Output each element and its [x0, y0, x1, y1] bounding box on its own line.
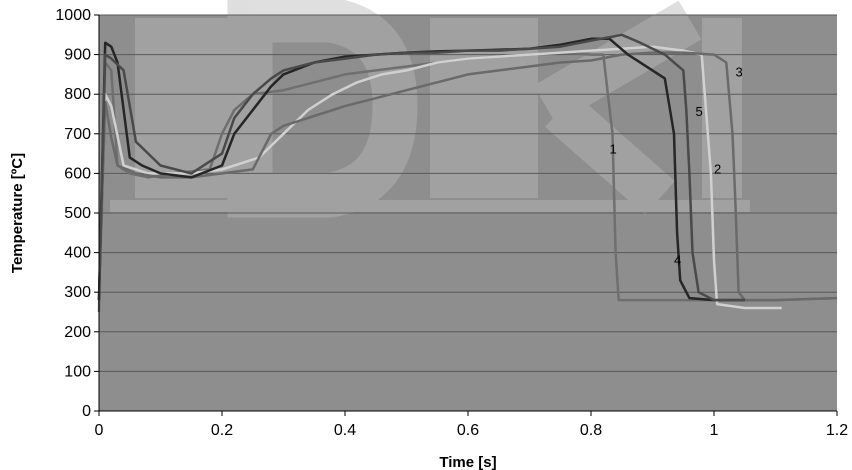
x-tick-label: 1.2: [826, 422, 848, 439]
plot-area: 1 2 3 4 5: [99, 15, 837, 411]
x-tick-label: 0.2: [211, 422, 233, 439]
x-tick-label: 0.8: [580, 422, 602, 439]
y-tick-label: 400: [64, 245, 91, 262]
series-label-1: 1: [609, 142, 616, 157]
x-tick-label: 0.6: [457, 422, 479, 439]
series-label-2: 2: [714, 161, 721, 176]
y-tick-label: 1000: [55, 7, 91, 24]
watermark-band: [110, 200, 750, 212]
watermark-bar: [430, 18, 538, 198]
y-tick-label: 100: [64, 363, 91, 380]
y-tick-label: 900: [64, 47, 91, 64]
y-tick-label: 0: [82, 403, 91, 420]
x-ticks: 0 0.2 0.4 0.6 0.8 1 1.2: [95, 411, 849, 439]
x-tick-label: 0: [95, 422, 104, 439]
x-tick-label: 1: [710, 422, 719, 439]
y-tick-label: 200: [64, 324, 91, 341]
y-tick-label: 600: [64, 165, 91, 182]
y-ticks: 0 100 200 300 400 500 600 700 800 900 1000: [55, 7, 99, 420]
series-label-5: 5: [696, 104, 703, 119]
series-label-4: 4: [674, 252, 681, 267]
series-label-3: 3: [736, 64, 743, 79]
watermark-bar: [702, 18, 742, 198]
y-tick-label: 500: [64, 205, 91, 222]
x-tick-label: 0.4: [334, 422, 356, 439]
y-tick-label: 300: [64, 284, 91, 301]
y-tick-label: 800: [64, 86, 91, 103]
y-axis-title: Temperature [ºC]: [9, 153, 26, 273]
y-tick-label: 700: [64, 126, 91, 143]
x-axis-title: Time [s]: [439, 454, 496, 470]
